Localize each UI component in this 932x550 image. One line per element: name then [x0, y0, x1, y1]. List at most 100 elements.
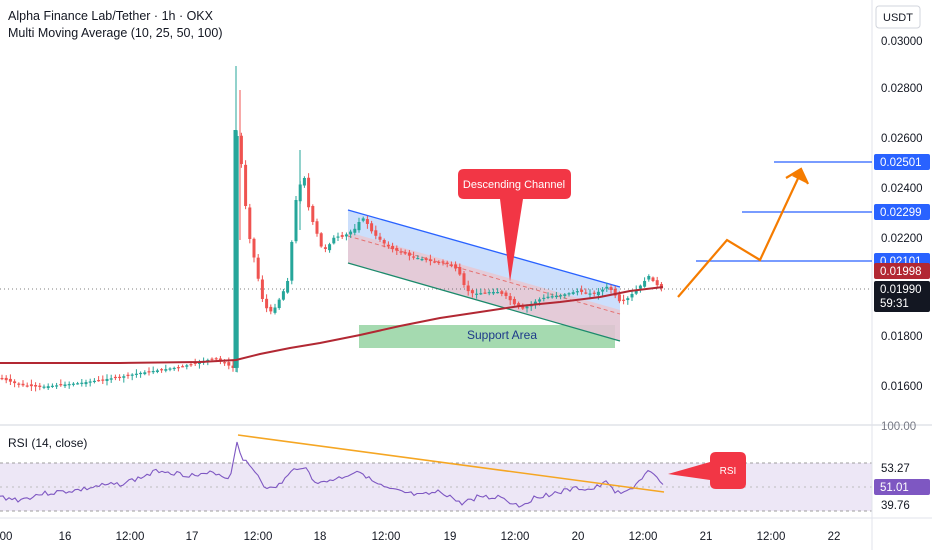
- candle-body: [218, 358, 222, 361]
- candle-body: [416, 257, 420, 260]
- candle-body: [517, 303, 521, 307]
- rsi-callout: [668, 452, 746, 489]
- candle-body: [273, 307, 277, 313]
- candle-body: [55, 385, 59, 387]
- rsi-line: [0, 441, 664, 508]
- candle-body: [609, 287, 613, 290]
- candle-body: [412, 256, 416, 258]
- candle-body: [403, 252, 407, 254]
- candle-body: [223, 362, 227, 364]
- candle-body: [491, 292, 495, 294]
- candle-body: [470, 290, 474, 294]
- price-tick: 0.02800: [881, 83, 923, 95]
- symbol-title: Alpha Finance Lab/Tether · 1h · OKX: [8, 9, 213, 23]
- rsi-trendline: [237, 434, 665, 493]
- candle-body: [605, 286, 609, 289]
- candle-body: [307, 177, 311, 208]
- candle-body: [643, 280, 647, 287]
- candle-body: [374, 230, 378, 236]
- candle-body: [353, 228, 357, 233]
- rsi-callout-label: RSI: [720, 466, 737, 477]
- candle-body: [538, 299, 542, 302]
- candle-body: [617, 294, 621, 302]
- candle-body: [462, 273, 466, 285]
- candle-body: [105, 378, 109, 381]
- candle-body: [638, 285, 642, 289]
- candle-body: [655, 280, 659, 286]
- candle-body: [424, 258, 428, 261]
- candle-body: [622, 299, 626, 301]
- candle-body: [21, 383, 25, 386]
- last-price-label: 0.01990: [880, 284, 922, 296]
- support-area-label: Support Area: [467, 328, 537, 342]
- price-tick: 0.03000: [881, 36, 923, 48]
- channel-upper-line: [347, 209, 621, 288]
- candle-body: [38, 385, 42, 387]
- candle-body: [239, 135, 243, 164]
- candles: [0, 66, 663, 392]
- currency-button[interactable]: USDT: [883, 12, 913, 24]
- candle-body: [181, 366, 185, 368]
- candle-body: [336, 236, 340, 238]
- candle-body: [554, 295, 558, 298]
- candle-body: [286, 281, 290, 293]
- time-tick: 12:00: [629, 531, 658, 543]
- time-tick: 20: [572, 531, 585, 543]
- indicator-title: Multi Moving Average (10, 25, 50, 100): [8, 26, 223, 40]
- candle-body: [84, 382, 88, 385]
- candle-body: [59, 384, 63, 386]
- candle-body: [302, 178, 306, 186]
- currency-button-box[interactable]: [875, 5, 921, 29]
- candle-body: [172, 367, 176, 370]
- candle-body: [252, 238, 256, 258]
- candle-body: [441, 261, 445, 263]
- candle-body: [454, 264, 458, 269]
- price-tick: 0.02600: [881, 133, 923, 145]
- price-tick: 0.01600: [881, 381, 923, 393]
- candle-body: [428, 259, 432, 262]
- candle-body: [382, 240, 386, 244]
- candle-body: [332, 237, 336, 244]
- time-tick: 21: [700, 531, 713, 543]
- candle-body: [567, 293, 571, 295]
- candle-body: [596, 291, 600, 296]
- price-label-box: [874, 154, 930, 170]
- candle-body: [311, 206, 315, 222]
- candle-body: [378, 236, 382, 240]
- candle-body: [542, 297, 546, 300]
- candle-body: [17, 383, 21, 385]
- candle-body: [592, 292, 596, 294]
- candle-body: [525, 306, 529, 309]
- candle-body: [584, 292, 588, 294]
- candle-body: [151, 371, 155, 373]
- candle-body: [13, 381, 17, 384]
- time-tick: 00: [0, 531, 12, 543]
- channel-lower-fill: [348, 232, 620, 341]
- projection-arrow: [785, 167, 809, 185]
- candle-body: [113, 376, 117, 379]
- candle-body: [445, 262, 449, 264]
- candle-body: [34, 385, 38, 387]
- rsi-tick: 100.00: [881, 421, 916, 433]
- candle-body: [361, 218, 365, 221]
- time-tick: 12:00: [244, 531, 273, 543]
- countdown-label: 59:31: [880, 298, 909, 310]
- candle-body: [214, 358, 218, 360]
- candle-body: [508, 296, 512, 301]
- rsi-value-box: [874, 479, 930, 495]
- candle-body: [130, 374, 134, 376]
- candle-body: [479, 293, 483, 295]
- candle-body: [118, 376, 122, 379]
- candle-body: [29, 384, 33, 387]
- candle-body: [269, 306, 273, 312]
- candle-body: [265, 298, 269, 309]
- candle-body: [571, 292, 575, 294]
- candle-body: [344, 234, 348, 237]
- channel-mid-line: [347, 235, 621, 315]
- candle-body: [647, 276, 651, 280]
- time-tick: 16: [59, 531, 72, 543]
- candle-body: [260, 279, 264, 299]
- support-area-box: [359, 325, 615, 348]
- rsi-tick: 39.76: [881, 500, 910, 512]
